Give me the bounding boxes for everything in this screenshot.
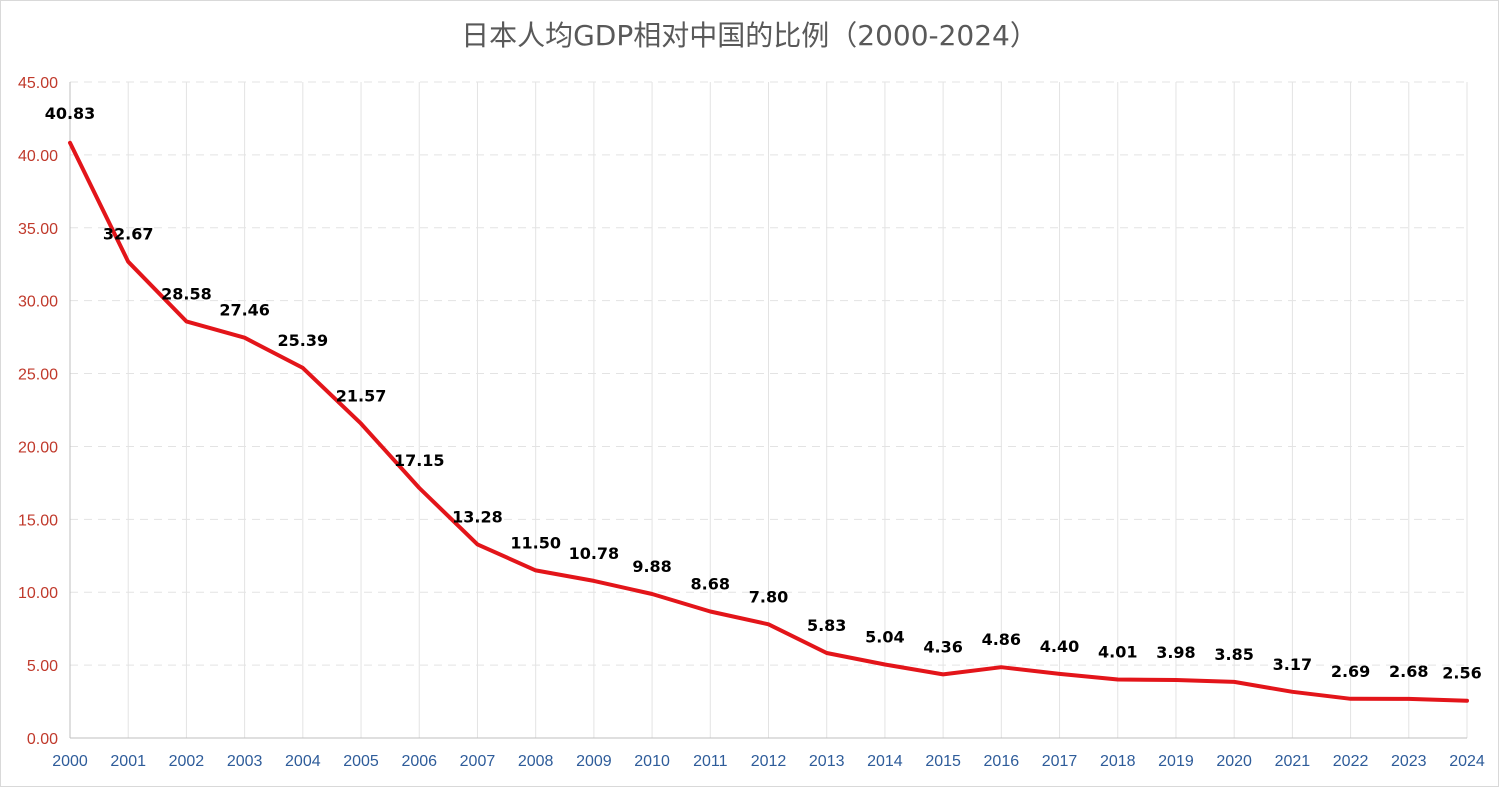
data-point	[767, 622, 770, 626]
line-layer	[68, 140, 1469, 703]
x-tick-label: 2005	[343, 753, 379, 770]
data-label: 4.36	[923, 637, 962, 656]
data-label: 11.50	[510, 533, 561, 552]
x-tick-label: 2017	[1042, 753, 1078, 770]
data-label: 5.04	[865, 628, 904, 647]
data-point	[650, 592, 654, 596]
x-tick-label: 2024	[1449, 753, 1485, 770]
data-label: 25.39	[278, 331, 329, 350]
data-point	[417, 486, 421, 490]
data-point	[1058, 672, 1062, 676]
data-label: 40.83	[45, 104, 96, 123]
data-point	[941, 672, 945, 676]
y-tick-label: 10.00	[18, 585, 58, 602]
x-tick-label: 2016	[984, 753, 1020, 770]
data-label: 2.68	[1389, 662, 1428, 681]
x-tick-label: 2012	[751, 753, 787, 770]
y-tick-label: 35.00	[18, 221, 58, 238]
x-tick-label: 2010	[634, 753, 670, 770]
data-label: 10.78	[569, 544, 620, 563]
x-tick-label: 2007	[460, 753, 496, 770]
data-label: 13.28	[452, 507, 503, 526]
data-label: 27.46	[219, 301, 270, 320]
data-label: 8.68	[691, 574, 730, 593]
x-tick-label: 2002	[169, 753, 205, 770]
data-label: 4.86	[982, 630, 1021, 649]
data-point	[1407, 697, 1411, 701]
data-label: 3.85	[1214, 645, 1253, 664]
axis-layer: 0.005.0010.0015.0020.0025.0030.0035.0040…	[18, 75, 1485, 770]
data-point	[1232, 680, 1236, 684]
grid-layer	[70, 81, 1468, 738]
data-label: 21.57	[336, 387, 387, 406]
data-point	[184, 319, 188, 323]
data-point	[883, 663, 887, 667]
data-point	[1174, 678, 1178, 682]
y-tick-label: 30.00	[18, 294, 58, 311]
x-tick-label: 2004	[285, 753, 321, 770]
x-tick-label: 2023	[1391, 753, 1427, 770]
data-point	[359, 422, 363, 426]
data-point	[1290, 690, 1294, 694]
data-point	[1349, 697, 1353, 701]
x-tick-label: 2020	[1216, 753, 1252, 770]
data-point	[68, 141, 72, 145]
data-label-layer: 40.83 32.67 28.58 27.46 25.39 21.57 17.15 13.28…	[45, 104, 1482, 683]
chart-title: 日本人均GDP相对中国的比例（2000-2024）	[461, 19, 1038, 52]
data-point	[708, 609, 712, 613]
data-label: 9.88	[632, 557, 671, 576]
data-label: 3.98	[1156, 643, 1195, 662]
x-tick-label: 2022	[1333, 753, 1369, 770]
data-label: 7.80	[749, 587, 788, 606]
data-point	[126, 260, 130, 264]
data-label: 4.01	[1098, 643, 1137, 662]
data-point	[592, 579, 596, 583]
data-point	[1465, 699, 1469, 703]
data-point	[301, 366, 305, 370]
data-label: 5.83	[807, 616, 846, 635]
y-tick-label: 25.00	[18, 367, 58, 384]
x-tick-label: 2011	[693, 753, 728, 770]
y-tick-label: 40.00	[18, 148, 58, 165]
y-tick-label: 15.00	[18, 512, 58, 529]
y-tick-label: 20.00	[18, 439, 58, 456]
x-tick-label: 2003	[227, 753, 263, 770]
data-point	[475, 542, 479, 546]
x-tick-label: 2021	[1275, 753, 1311, 770]
data-point	[825, 651, 829, 655]
y-tick-label: 5.00	[27, 658, 58, 675]
x-tick-label: 2008	[518, 753, 554, 770]
data-point	[243, 336, 247, 340]
x-tick-label: 2009	[576, 753, 612, 770]
data-label: 2.56	[1442, 664, 1481, 683]
data-point	[534, 568, 538, 572]
data-label: 2.69	[1331, 662, 1370, 681]
data-label: 32.67	[103, 225, 154, 244]
x-tick-label: 2000	[52, 753, 88, 770]
x-tick-label: 2013	[809, 753, 845, 770]
x-tick-label: 2006	[401, 753, 437, 770]
data-label: 17.15	[394, 451, 445, 470]
data-point	[1116, 678, 1120, 682]
data-label: 3.17	[1273, 655, 1312, 674]
x-tick-label: 2014	[867, 753, 903, 770]
y-tick-label: 45.00	[18, 75, 58, 92]
x-tick-label: 2015	[925, 753, 961, 770]
data-label: 28.58	[161, 284, 212, 303]
y-tick-label: 0.00	[27, 731, 58, 748]
data-point	[999, 665, 1003, 669]
x-tick-label: 2019	[1158, 753, 1194, 770]
data-label: 4.40	[1040, 637, 1079, 656]
x-tick-label: 2018	[1100, 753, 1136, 770]
x-tick-label: 2001	[110, 753, 146, 770]
